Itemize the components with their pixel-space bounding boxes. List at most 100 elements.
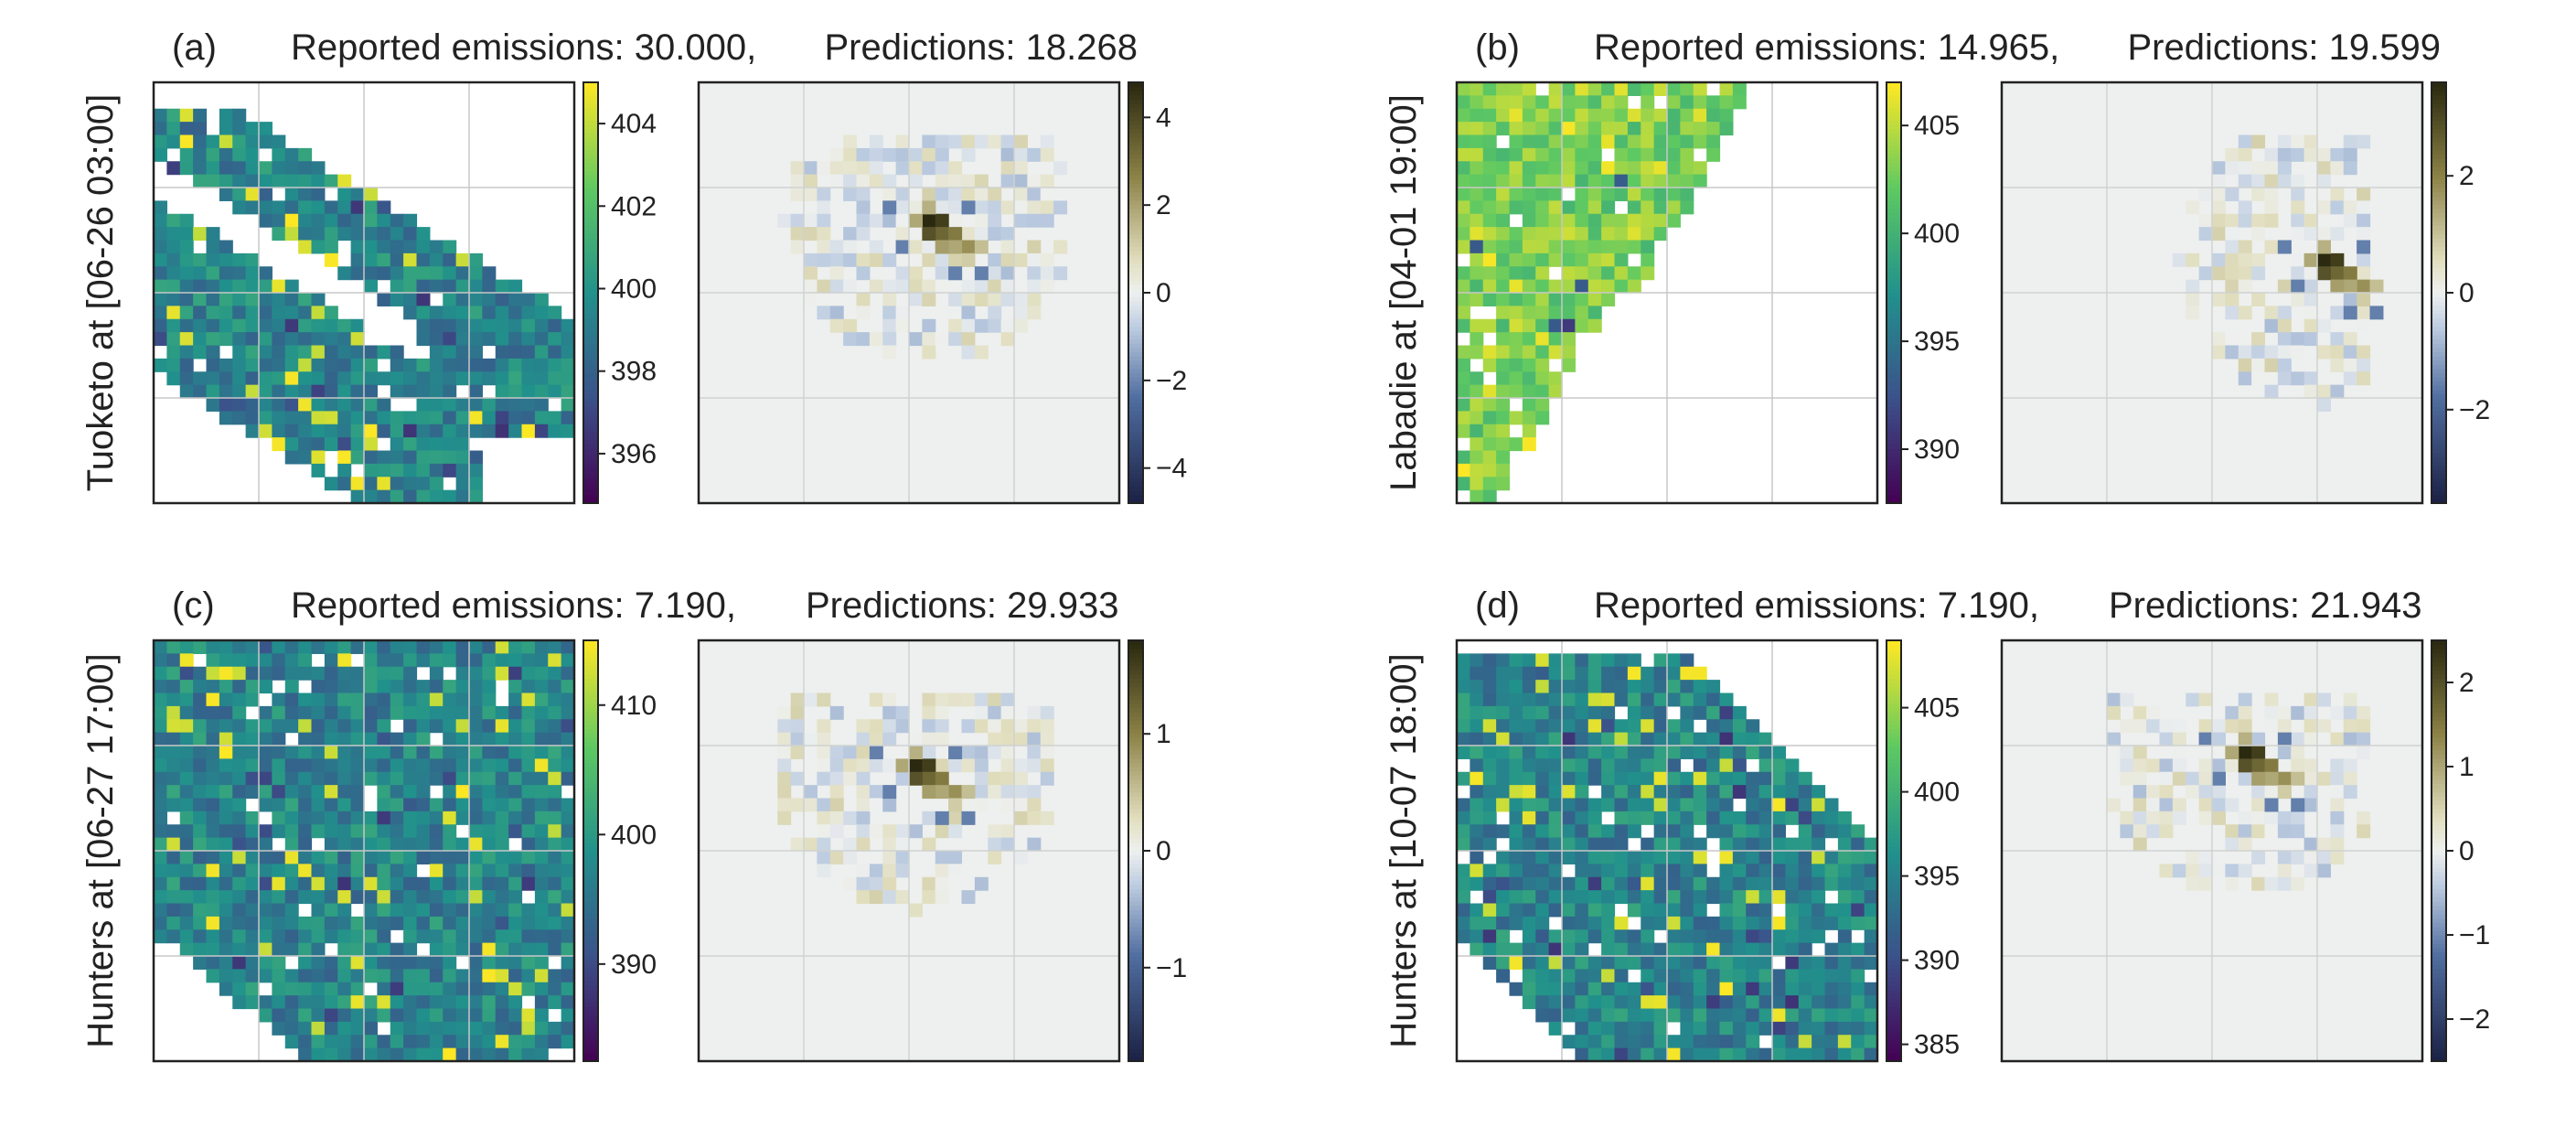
obs-cell	[1627, 719, 1641, 734]
obs-cell	[1837, 864, 1852, 878]
obs-cell	[1706, 108, 1721, 123]
obs-cell	[1812, 956, 1826, 970]
obs-cell	[1772, 982, 1786, 996]
obs-cell	[1562, 134, 1576, 149]
obs-cell	[298, 227, 313, 242]
obs-cell	[377, 252, 391, 267]
obs-cell	[1548, 318, 1563, 333]
obs-cell	[245, 732, 260, 746]
obs-cell	[324, 653, 338, 668]
colorbar-step	[583, 141, 598, 146]
obs-cell	[311, 345, 326, 360]
colorbar-step	[2432, 381, 2446, 386]
obs-cell	[1719, 876, 1734, 891]
obs-cell	[259, 174, 273, 188]
pred-negative-cell	[895, 240, 910, 254]
obs-cell	[495, 332, 509, 347]
colorbar-step	[2432, 875, 2446, 881]
obs-cell	[232, 134, 247, 149]
colorbar-step	[583, 901, 598, 907]
pred-cell	[2264, 213, 2279, 228]
obs-cell	[1614, 876, 1629, 891]
obs-cell	[1587, 771, 1602, 786]
colorbar-step	[2432, 157, 2446, 163]
obs-cell	[193, 227, 208, 242]
obs-cell	[179, 266, 194, 281]
obs-cell	[469, 266, 483, 281]
obs-cell	[337, 929, 352, 944]
obs-cell	[284, 437, 299, 452]
obs-cell	[1627, 666, 1641, 681]
colorbar-step	[1128, 414, 1143, 420]
obs-cell	[1575, 293, 1589, 306]
obs-cell	[1667, 995, 1681, 1010]
obs-cell	[154, 771, 167, 786]
obs-cell	[193, 746, 208, 759]
obs-cell	[311, 732, 326, 746]
obs-cell	[337, 358, 352, 372]
pred-cell	[935, 692, 949, 707]
pred-hotspot-cell	[2291, 771, 2305, 786]
obs-cell	[455, 851, 470, 864]
obs-cell	[508, 811, 523, 825]
pred-cell	[1027, 719, 1042, 734]
obs-cell	[1680, 719, 1694, 734]
obs-cell	[193, 903, 208, 918]
pred-hotspot-cell	[2251, 758, 2266, 773]
obs-cell	[1496, 332, 1511, 347]
obs-cell	[166, 332, 181, 347]
obs-cell	[1509, 982, 1523, 996]
pred-cell	[922, 279, 936, 294]
colorbar-step	[1128, 288, 1143, 294]
obs-cell	[1535, 680, 1550, 694]
colorbar-step	[1128, 1057, 1143, 1062]
obs-cell	[1851, 824, 1865, 839]
colorbar-step	[1128, 715, 1143, 721]
colorbar-step	[1887, 893, 1901, 898]
obs-cell	[1535, 306, 1550, 320]
obs-cell	[416, 969, 431, 983]
obs-cell	[245, 864, 260, 878]
colorbar-step	[2432, 238, 2446, 243]
obs-cell	[1496, 929, 1511, 944]
obs-cell	[1667, 188, 1681, 201]
obs-cell	[1509, 705, 1523, 720]
pred-cell	[817, 252, 831, 267]
obs-cell	[534, 411, 549, 425]
pred-cell	[988, 279, 1002, 294]
obs-cell	[455, 640, 470, 654]
obs-cell	[337, 384, 352, 399]
colorbar-step	[1128, 791, 1143, 797]
pred-cell	[974, 279, 989, 294]
obs-cell	[1601, 746, 1616, 759]
pred-negative-cell	[974, 266, 989, 281]
obs-cell	[1457, 174, 1470, 188]
colorbar-step	[1128, 998, 1143, 1004]
colorbar-step	[2432, 1015, 2446, 1020]
obs-cell	[193, 122, 208, 136]
pred-cell	[2264, 306, 2279, 320]
obs-cell	[284, 758, 299, 773]
obs-cell	[1732, 929, 1747, 944]
pred-cell	[2357, 318, 2371, 333]
obs-cell	[482, 411, 497, 425]
colorbar-step	[2432, 170, 2446, 176]
obs-cell	[416, 411, 431, 425]
obs-cell	[443, 371, 457, 386]
obs-cell	[469, 653, 483, 668]
pred-cell	[869, 824, 883, 839]
obs-cell	[324, 890, 338, 905]
panel-letter: (d)	[1475, 585, 1520, 626]
obs-cell	[324, 705, 338, 720]
colorbar-step	[583, 473, 598, 478]
obs-cell	[1772, 798, 1786, 812]
obs-cell	[390, 798, 404, 812]
pred-cell	[2303, 293, 2318, 306]
colorbar-tick-label: −1	[2459, 920, 2490, 950]
pred-cell	[961, 318, 976, 333]
obs-cell	[245, 995, 260, 1010]
obs-cell	[416, 837, 431, 852]
obs-cell	[206, 640, 220, 654]
obs-cell	[1457, 890, 1470, 905]
colorbar-step	[1887, 280, 1901, 285]
